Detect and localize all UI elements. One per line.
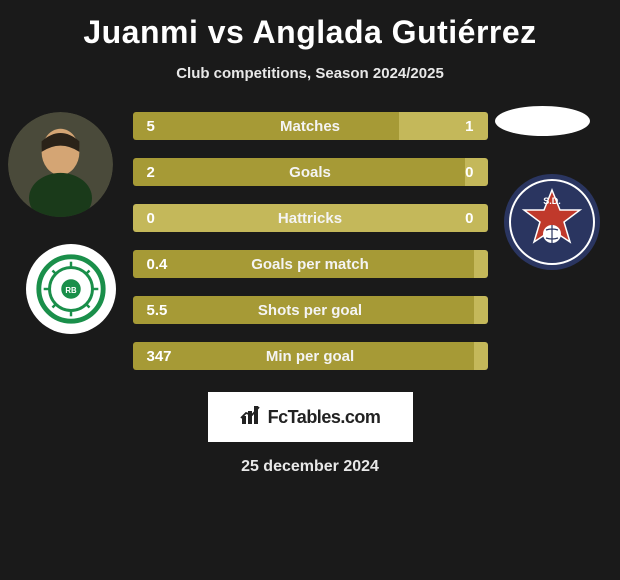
stat-right-value bbox=[474, 342, 488, 370]
svg-text:RB: RB bbox=[65, 286, 77, 295]
player2-avatar-placeholder bbox=[495, 106, 590, 136]
stat-right-value: 0 bbox=[465, 158, 487, 186]
date-text: 25 december 2024 bbox=[241, 458, 379, 476]
stats-area: RB S.D. 51Matches 20Goals 00Hattricks 0.4Go… bbox=[0, 112, 620, 370]
infographic-container: Juanmi vs Anglada Gutiérrez Club competi… bbox=[0, 0, 620, 486]
stat-bars: 51Matches 20Goals 00Hattricks 0.4Goals per … bbox=[133, 112, 488, 370]
stat-row-goals-per-match: 0.4Goals per match bbox=[133, 250, 488, 278]
stat-right-value: 0 bbox=[465, 204, 487, 232]
stat-right-value bbox=[474, 296, 488, 324]
vs-text: vs bbox=[208, 14, 245, 50]
stat-row-hattricks: 00Hattricks bbox=[133, 204, 488, 232]
season-subtitle: Club competitions, Season 2024/2025 bbox=[176, 65, 444, 82]
fctables-logo: FcTables.com bbox=[208, 392, 413, 442]
stat-right-value bbox=[474, 250, 488, 278]
logo-text: FcTables.com bbox=[268, 407, 381, 428]
player2-club-badge: S.D. bbox=[502, 172, 602, 272]
player2-name: Anglada Gutiérrez bbox=[253, 14, 537, 50]
stat-row-min-per-goal: 347Min per goal bbox=[133, 342, 488, 370]
player1-avatar bbox=[8, 112, 113, 217]
player1-club-badge: RB bbox=[26, 244, 116, 334]
stat-left-value: 5 bbox=[133, 112, 399, 140]
stat-row-shots-per-goal: 5.5Shots per goal bbox=[133, 296, 488, 324]
comparison-title: Juanmi vs Anglada Gutiérrez bbox=[83, 14, 536, 51]
stat-left-value: 347 bbox=[133, 342, 474, 370]
stat-right-value: 1 bbox=[399, 112, 488, 140]
stat-left-value: 0.4 bbox=[133, 250, 474, 278]
logo-chart-icon bbox=[240, 404, 262, 431]
svg-text:S.D.: S.D. bbox=[543, 196, 561, 206]
stat-row-goals: 20Goals bbox=[133, 158, 488, 186]
stat-left-value: 0 bbox=[133, 204, 466, 232]
player1-name: Juanmi bbox=[83, 14, 198, 50]
stat-left-value: 2 bbox=[133, 158, 466, 186]
stat-row-matches: 51Matches bbox=[133, 112, 488, 140]
stat-left-value: 5.5 bbox=[133, 296, 474, 324]
